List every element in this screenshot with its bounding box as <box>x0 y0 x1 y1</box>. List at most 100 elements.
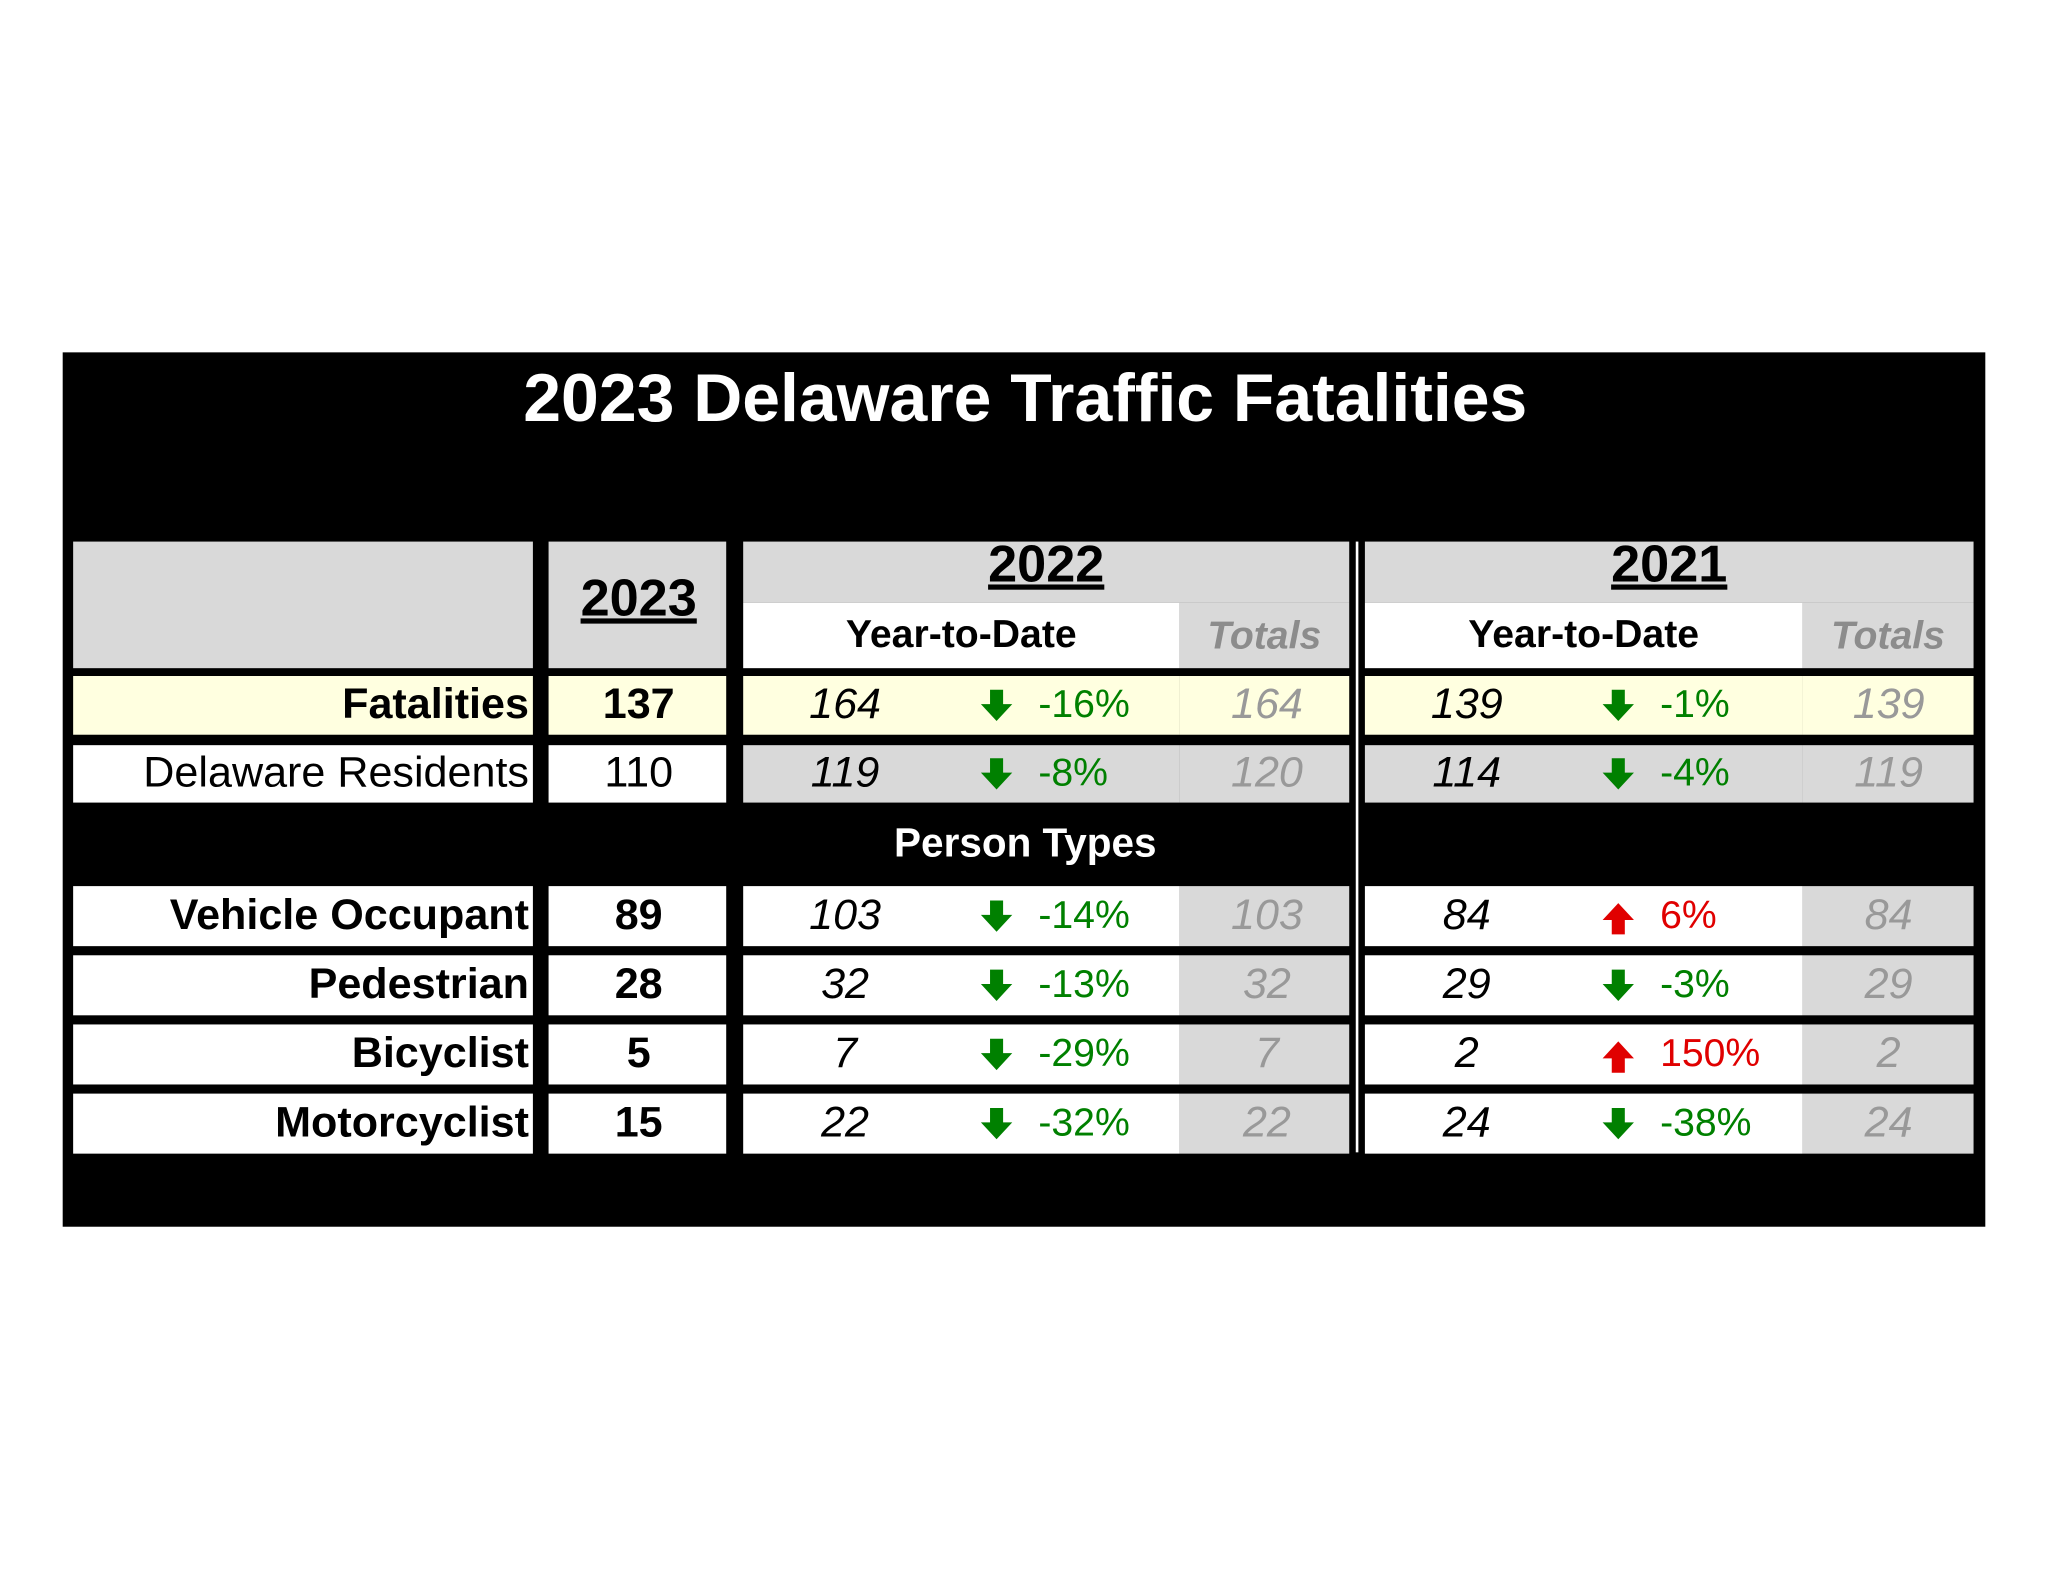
change-value: 150% <box>1660 1032 1760 1075</box>
totals-header-cell <box>1802 602 1974 669</box>
ytd-value: 119 <box>811 749 880 797</box>
change-value: -1% <box>1660 683 1730 726</box>
row-label: Pedestrian <box>309 960 529 1008</box>
ytd-value: 84 <box>1443 891 1491 939</box>
change-value: -32% <box>1038 1101 1129 1144</box>
change-value: -4% <box>1660 752 1730 795</box>
change-value: -3% <box>1660 963 1730 1006</box>
total-value: 22 <box>1242 1098 1291 1146</box>
total-value: 32 <box>1243 960 1291 1008</box>
total-value: 139 <box>1853 680 1925 728</box>
total-value: 120 <box>1231 749 1303 797</box>
ytd-value: 2 <box>1454 1029 1479 1077</box>
ytd-cell <box>743 1093 1180 1154</box>
ytd-value: 139 <box>1431 680 1503 728</box>
change-value: -29% <box>1038 1032 1129 1075</box>
totals-cell <box>1179 1093 1350 1154</box>
ytd-cell <box>743 676 1180 735</box>
ytd-cell <box>1364 886 1803 947</box>
total-value: 84 <box>1865 891 1913 939</box>
down-arrow <box>1602 1107 1634 1140</box>
ytd-value: 164 <box>809 680 881 728</box>
up-arrow <box>1602 903 1634 935</box>
current-cell <box>548 745 727 803</box>
ytd-cell <box>1364 1024 1803 1085</box>
group-separator <box>1355 541 1359 1153</box>
total-value: 103 <box>1231 891 1303 939</box>
label-cell <box>73 745 533 803</box>
totals-header: Totals <box>1207 615 1321 658</box>
ytd-value: 24 <box>1442 1098 1491 1146</box>
label-cell <box>73 955 533 1016</box>
current-cell <box>548 886 727 947</box>
totals-cell <box>1179 955 1350 1016</box>
totals-cell <box>1179 676 1350 735</box>
total-value: 164 <box>1231 680 1303 728</box>
ytd-value: 29 <box>1442 960 1491 1008</box>
down-arrow <box>980 969 1013 1001</box>
change-value: 6% <box>1660 894 1717 937</box>
totals-cell <box>1802 1093 1974 1154</box>
ytd-value: 103 <box>809 891 881 939</box>
down-arrow <box>1602 758 1634 790</box>
ytd-cell <box>743 745 1180 803</box>
ytd-value: 114 <box>1432 749 1501 797</box>
down-arrow <box>1602 689 1634 722</box>
totals-cell <box>1179 1024 1350 1085</box>
ytd-header-cell <box>743 602 1180 669</box>
year-header: 2022 <box>988 535 1104 593</box>
ytd-header: Year-to-Date <box>846 613 1077 656</box>
change-value: -13% <box>1038 963 1129 1006</box>
current-value: 89 <box>615 891 663 939</box>
current-year-header: 2023 <box>581 569 697 627</box>
totals-cell <box>1802 955 1974 1016</box>
current-cell <box>548 1093 727 1154</box>
total-value: 119 <box>1854 749 1923 797</box>
year-header-cell <box>743 541 1350 603</box>
label-cell <box>73 886 533 947</box>
current-value: 28 <box>615 960 663 1008</box>
down-arrow <box>980 758 1013 790</box>
year-header-cell <box>1364 541 1974 603</box>
ytd-cell <box>1364 1093 1803 1154</box>
header-cell <box>73 541 533 669</box>
current-cell <box>548 1024 727 1085</box>
ytd-value: 7 <box>833 1029 859 1077</box>
ytd-cell <box>743 955 1180 1016</box>
totals-header-cell <box>1179 602 1350 669</box>
down-arrow <box>980 1107 1013 1140</box>
ytd-cell <box>1364 745 1803 803</box>
total-value: 2 <box>1876 1029 1901 1077</box>
current-cell <box>548 955 727 1016</box>
totals-header: Totals <box>1831 615 1945 658</box>
change-value: -14% <box>1038 894 1129 937</box>
down-arrow <box>1602 969 1634 1001</box>
row-label: Delaware Residents <box>143 749 529 797</box>
total-value: 29 <box>1864 960 1913 1008</box>
up-arrow <box>1602 1041 1634 1073</box>
ytd-cell <box>743 886 1180 947</box>
header-cell <box>548 541 727 669</box>
ytd-value: 32 <box>821 960 869 1008</box>
ytd-header-cell <box>1364 602 1803 669</box>
totals-cell <box>1802 1024 1974 1085</box>
section-label: Person Types <box>894 819 1157 865</box>
ytd-cell <box>1364 676 1803 735</box>
row-label: Bicyclist <box>352 1029 529 1077</box>
change-value: -8% <box>1038 752 1108 795</box>
current-value: 5 <box>627 1029 651 1077</box>
totals-cell <box>1179 886 1350 947</box>
totals-cell <box>1802 745 1974 803</box>
down-arrow <box>980 1038 1013 1071</box>
totals-cell <box>1179 745 1350 803</box>
label-cell <box>73 676 533 735</box>
current-value: 15 <box>615 1098 663 1146</box>
down-arrow <box>980 689 1013 722</box>
down-arrow <box>980 900 1013 932</box>
ytd-header: Year-to-Date <box>1468 613 1699 656</box>
current-cell <box>548 676 727 735</box>
change-value: -38% <box>1660 1101 1751 1144</box>
total-value: 7 <box>1255 1029 1281 1077</box>
